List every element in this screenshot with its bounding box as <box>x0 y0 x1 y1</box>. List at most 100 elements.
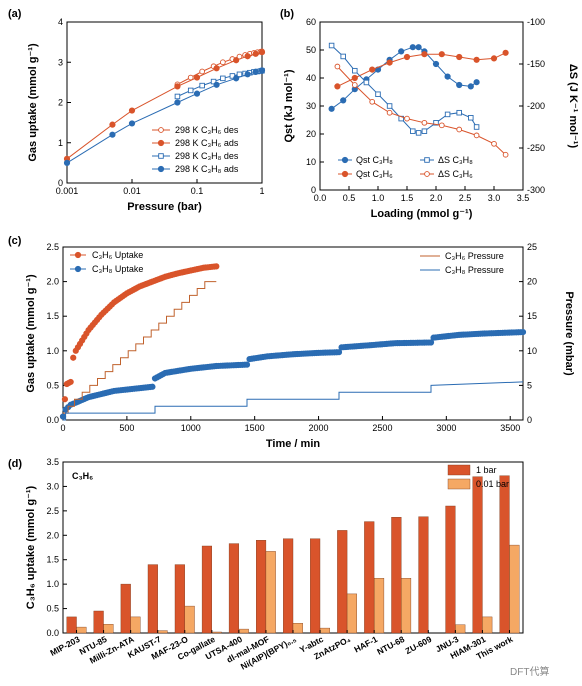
a-data-point <box>109 121 116 128</box>
b-y2-tick-label: -200 <box>527 101 545 111</box>
b-data-point <box>432 60 440 68</box>
a-data-point <box>199 82 205 89</box>
b-x-tick-label: 3.5 <box>517 193 530 203</box>
b-data-point <box>456 81 463 89</box>
b-data-point <box>502 151 509 158</box>
panel-c: (c) 0 500 1000 1500 2000 2500 3000 3500 0.0 0.5 1.0… <box>8 235 575 450</box>
a-data-point <box>213 81 220 88</box>
d-category-label: HAF-1 <box>352 634 379 655</box>
c-y2-axis-label: Pressure (mbar) <box>563 291 575 376</box>
c-data-point <box>335 349 343 356</box>
d-bar <box>401 578 412 634</box>
d-bar <box>319 627 331 634</box>
b-series-line-1 <box>337 52 506 87</box>
b-y-tick-label: 40 <box>306 73 316 83</box>
c-data-point <box>213 263 220 270</box>
b-data-point <box>433 120 439 126</box>
b-y-tick-label: 10 <box>306 157 316 167</box>
a-legend-marker <box>157 165 165 173</box>
a-x-tick-label: 0.01 <box>123 186 141 196</box>
d-legend-entry: 0.01 bar <box>476 479 509 489</box>
a-legend-entry: 298 K C₃H₈ des <box>175 151 239 161</box>
d-bar <box>482 616 493 634</box>
b-data-point <box>409 44 416 51</box>
d-bar <box>76 626 87 634</box>
a-data-point <box>174 83 181 90</box>
d-bar <box>238 628 249 634</box>
a-x-axis-label: Pressure (bar) <box>127 201 202 213</box>
a-y-tick-label: 3 <box>58 57 63 67</box>
b-data-point <box>444 111 451 118</box>
d-bar <box>418 516 429 634</box>
a-data-point <box>193 74 201 81</box>
b-y-axis-label: Qst (kJ mol⁻¹) <box>283 69 295 142</box>
panel-label-a: (a) <box>8 8 22 20</box>
a-data-point <box>258 49 266 56</box>
b-y2-tick-label: -100 <box>527 17 545 27</box>
c-x-tick-label: 500 <box>119 423 134 433</box>
d-y-tick-label: 2.5 <box>46 506 59 516</box>
b-data-point <box>386 59 393 66</box>
b-y-tick-label: 0 <box>311 185 316 195</box>
b-data-point <box>438 51 445 58</box>
a-data-point <box>193 90 201 97</box>
b-data-point <box>363 79 370 86</box>
c-data-point <box>59 413 67 420</box>
a-data-point <box>210 78 217 85</box>
a-data-point <box>233 57 240 64</box>
b-data-point <box>375 91 381 97</box>
panel-label-c: (c) <box>8 235 22 247</box>
b-y2-tick-label: -300 <box>527 185 545 195</box>
a-data-point <box>128 120 136 127</box>
c-data-point <box>67 378 74 386</box>
d-bar <box>130 616 141 634</box>
b-x-tick-label: 0.5 <box>343 193 356 203</box>
b-y2-tick-label: -250 <box>527 143 545 153</box>
b-data-point <box>369 66 376 73</box>
d-bar <box>374 578 385 634</box>
c-y-tick-label: 1.5 <box>46 311 59 321</box>
b-data-point <box>398 48 405 55</box>
a-data-point <box>63 159 71 166</box>
b-x-axis-label: Loading (mmol g⁻¹) <box>371 208 473 220</box>
d-bar <box>147 564 158 634</box>
b-x-tick-label: 1.0 <box>372 193 385 203</box>
d-bar <box>201 545 213 634</box>
d-y-axis-label: C₃H₆ uptake (mmol g⁻¹) <box>25 485 37 609</box>
c-x-tick-label: 0 <box>60 423 65 433</box>
c-legend-entry: C₃H₆ Uptake <box>92 250 143 260</box>
d-bar <box>211 631 222 634</box>
a-data-point <box>233 75 240 82</box>
d-bar <box>66 616 77 634</box>
b-y2-axis-label: ΔS (J K⁻¹ mol⁻¹) <box>567 64 579 149</box>
c-y-tick-label: 0.0 <box>46 415 59 425</box>
d-bar <box>184 605 195 634</box>
c-series-line-3 <box>63 381 524 421</box>
b-data-point <box>415 130 422 136</box>
b-data-point <box>386 103 393 109</box>
c-y-tick-label: 1.0 <box>46 346 59 356</box>
b-data-point <box>415 44 422 51</box>
a-data-point <box>252 68 259 76</box>
d-bar <box>455 624 466 634</box>
b-legend-marker <box>341 156 349 164</box>
a-legend-marker <box>157 139 165 147</box>
c-x-axis-label: Time / min <box>266 438 320 450</box>
d-bar <box>391 517 402 634</box>
c-x-tick-label: 2000 <box>309 423 329 433</box>
a-x-tick-label: 1 <box>259 186 264 196</box>
d-bar <box>337 530 348 634</box>
b-x-tick-label: 2.5 <box>459 193 472 203</box>
c-data-point <box>61 396 69 403</box>
b-data-point <box>340 97 347 104</box>
panel-b: (b) 0.0 0.5 1.0 1.5 2.0 2.5 3.0 3.5 0 10 20 30 40 50 60… <box>280 8 579 220</box>
b-legend-marker <box>424 171 430 177</box>
d-bar <box>228 543 240 634</box>
a-y-axis-label: Gas uptake (mmol g⁻¹) <box>27 43 39 162</box>
d-y-tick-label: 1.5 <box>46 555 59 565</box>
c-data-point <box>519 329 527 336</box>
a-legend-entry: 298 K C₃H₈ ads <box>175 164 239 174</box>
c-y-tick-label: 2.5 <box>46 242 59 252</box>
a-data-point <box>258 67 266 74</box>
